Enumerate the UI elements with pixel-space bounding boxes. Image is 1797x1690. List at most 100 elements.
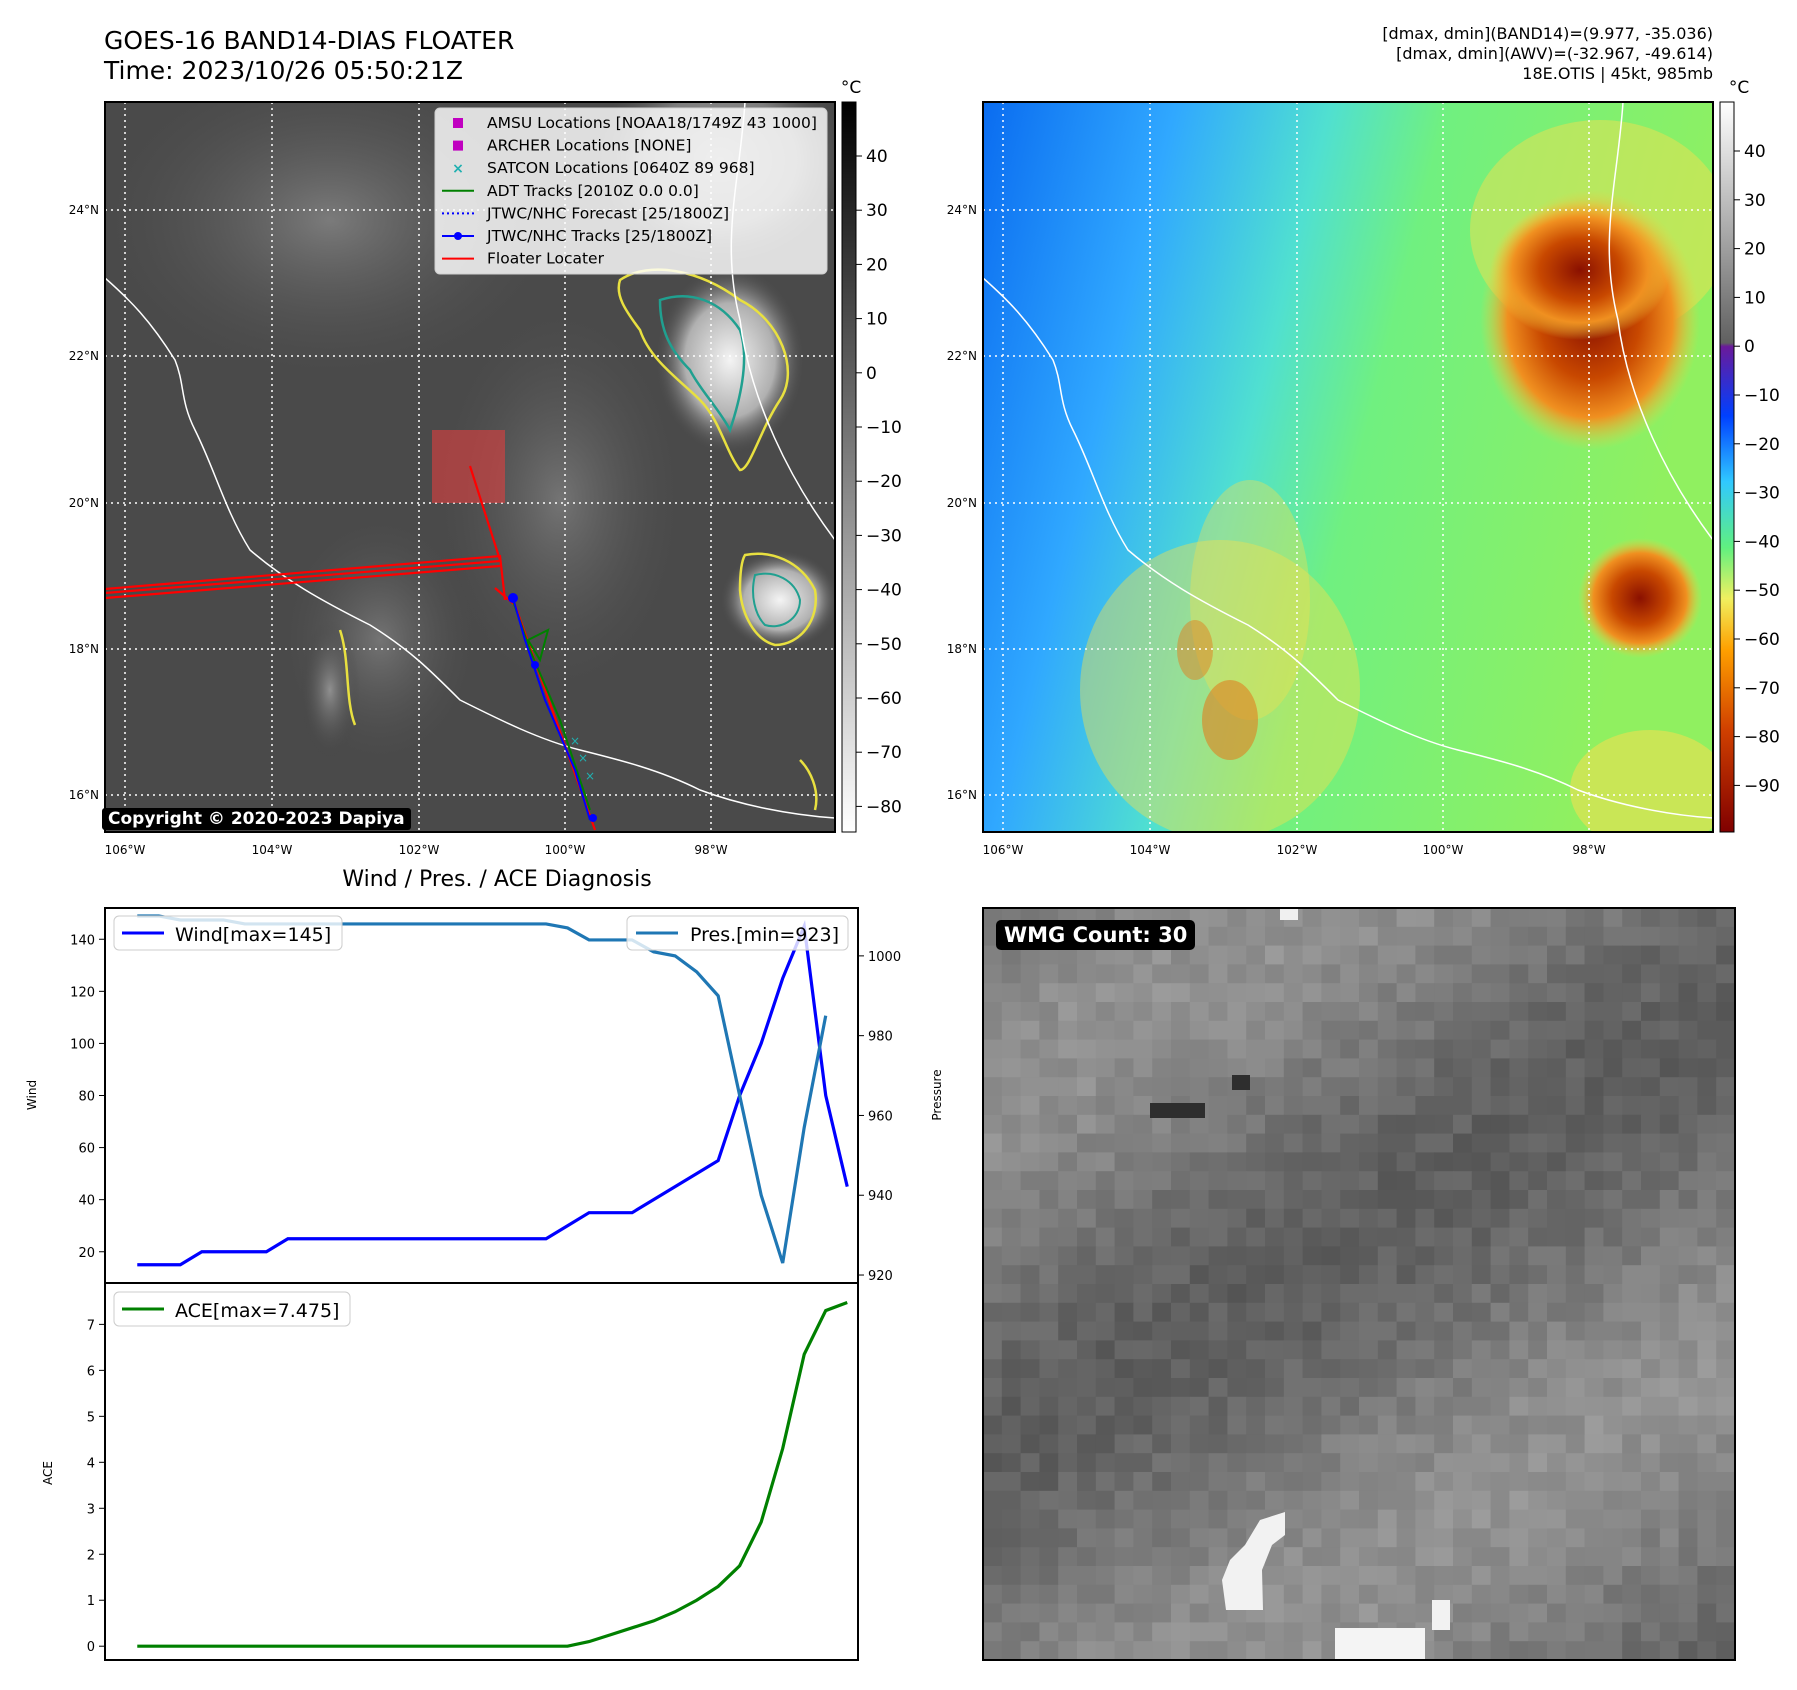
pressure-ylabel: Pressure (930, 1069, 944, 1120)
legend-item: × SATCON Locations [0640Z 89 968] (452, 159, 754, 177)
range-info-line1: [dmax, dmin](BAND14)=(9.977, -35.036) (1382, 24, 1713, 43)
wind-tick: 100 (70, 1037, 95, 1052)
map-legend: AMSU Locations [NOAA18/1749Z 43 1000] ARC… (434, 107, 828, 275)
wind-tick: 60 (78, 1142, 95, 1157)
ace-line (137, 1301, 848, 1648)
legend-label: JTWC/NHC Forecast [25/1800Z] (486, 204, 729, 222)
ace-legend-label: ACE[max=7.475] (175, 1300, 339, 1322)
ace-tick: 6 (87, 1364, 95, 1379)
pressure-legend-label: Pres.[min=923] (690, 924, 839, 946)
ace-tick: 7 (87, 1318, 95, 1333)
legend-item: JTWC/NHC Tracks [25/1800Z] (442, 227, 712, 245)
wmg-panel (982, 907, 1736, 1661)
lat-label: 20°N (947, 496, 977, 510)
left-map-lat-labels: 24°N 22°N 20°N 18°N 16°N (69, 203, 99, 802)
lat-label: 24°N (947, 203, 977, 217)
right-cbar-tick: 30 (1744, 191, 1766, 211)
wind-legend-label: Wind[max=145] (175, 924, 331, 946)
range-info-line2: [dmax, dmin](AWV)=(-32.967, -49.614) (1396, 44, 1713, 63)
legend-label: JTWC/NHC Tracks [25/1800Z] (486, 227, 712, 245)
lat-label: 24°N (69, 203, 99, 217)
ace-tick: 3 (87, 1502, 95, 1517)
right-cbar-tick: 40 (1744, 142, 1766, 162)
legend-label: ARCHER Locations [NONE] (487, 137, 691, 155)
legend-label: AMSU Locations [NOAA18/1749Z 43 1000] (487, 114, 817, 132)
lat-label: 22°N (69, 349, 99, 363)
lon-label: 102°W (1277, 843, 1318, 857)
figure-title-line1: GOES-16 BAND14-DIAS FLOATER (104, 26, 515, 55)
right-cbar-tick: −90 (1744, 776, 1780, 796)
legend-item: ARCHER Locations [NONE] (453, 137, 691, 155)
ace-ylabel: ACE (41, 1461, 55, 1485)
ace-tick: 1 (87, 1594, 95, 1609)
pressure-tick: 980 (868, 1030, 893, 1045)
wind-tick: 120 (70, 985, 95, 1000)
lat-label: 20°N (69, 496, 99, 510)
legend-label: Floater Locater (487, 250, 605, 268)
right-cbar-tick: 0 (1744, 337, 1755, 357)
right-cbar-tick: −30 (1744, 484, 1780, 504)
pressure-tick: 960 (868, 1109, 893, 1124)
lat-label: 16°N (69, 788, 99, 802)
wind-legend: Wind[max=145] (113, 915, 343, 951)
ace-tick: 0 (87, 1640, 95, 1655)
lon-label: 104°W (252, 843, 293, 857)
wind-tick: 140 (70, 933, 95, 948)
svg-text:×: × (585, 769, 595, 783)
lon-label: 100°W (545, 843, 586, 857)
diagnosis-title: Wind / Pres. / ACE Diagnosis (342, 867, 651, 892)
left-cbar-tick: −80 (866, 797, 902, 817)
lat-label: 18°N (69, 642, 99, 656)
right-map-lon-labels: 106°W 104°W 102°W 100°W 98°W (983, 843, 1606, 857)
wind-line (137, 920, 849, 1267)
lon-label: 102°W (399, 843, 440, 857)
wind-tick: 80 (78, 1090, 95, 1105)
right-cbar-tick: 10 (1744, 288, 1766, 308)
storm-info: 18E.OTIS | 45kt, 985mb (1522, 64, 1713, 83)
legend-item: AMSU Locations [NOAA18/1749Z 43 1000] (453, 114, 817, 132)
left-cbar-tick: 20 (866, 255, 888, 275)
pressure-tick: 1000 (868, 950, 901, 965)
left-cbar-tick: −40 (866, 581, 902, 601)
lon-label: 104°W (1130, 843, 1171, 857)
left-cbar-tick: −70 (866, 743, 902, 763)
pressure-tick: 920 (868, 1269, 893, 1284)
legend-item: JTWC/NHC Forecast [25/1800Z] (442, 204, 729, 222)
ace-plot: 0 1 2 3 4 5 6 7 ACE[max=7.475] (87, 1282, 859, 1661)
legend-marker (453, 140, 463, 151)
lon-label: 100°W (1423, 843, 1464, 857)
left-cbar-tick: −10 (866, 418, 902, 438)
ace-tick: 4 (87, 1456, 95, 1471)
ace-legend: ACE[max=7.475] (113, 1291, 351, 1327)
legend-label: ADT Tracks [2010Z 0.0 0.0] (487, 182, 699, 200)
right-cbar-tick: 20 (1744, 240, 1766, 260)
svg-text:×: × (570, 734, 580, 748)
right-cbar-tick: −20 (1744, 435, 1780, 455)
lon-label: 106°W (983, 843, 1024, 857)
legend-label: SATCON Locations [0640Z 89 968] (487, 159, 755, 177)
left-cbar-tick: 30 (866, 201, 888, 221)
left-cbar-tick: −60 (866, 689, 902, 709)
lon-label: 98°W (694, 843, 727, 857)
pressure-legend: Pres.[min=923] (626, 915, 849, 951)
lat-label: 18°N (947, 642, 977, 656)
legend-marker (453, 118, 463, 128)
pressure-tick: 940 (868, 1189, 893, 1204)
right-cbar-tick: −60 (1744, 630, 1780, 650)
lon-label: 106°W (105, 843, 146, 857)
left-cbar-tick: −20 (866, 472, 902, 492)
lon-label: 98°W (1572, 843, 1605, 857)
wind-pressure-plot: 20 40 60 80 100 120 140 920 940 960 980 1000 Wind[… (70, 907, 901, 1284)
svg-text:×: × (578, 751, 588, 765)
right-map-lat-labels: 24°N 22°N 20°N 18°N 16°N (947, 203, 977, 802)
legend-marker: × (452, 161, 464, 177)
right-cbar-tick: −40 (1744, 532, 1780, 552)
right-cbar-tick: −10 (1744, 386, 1780, 406)
legend-item: Floater Locater (442, 250, 605, 268)
wmg-count-label: WMG Count: 30 (996, 920, 1196, 950)
left-cbar-tick: −30 (866, 526, 902, 546)
left-map-lon-labels: 106°W 104°W 102°W 100°W 98°W (105, 843, 728, 857)
copyright-label: Copyright © 2020-2023 Dapiya (102, 808, 411, 830)
left-colorbar: 40 30 20 10 0 −10 −20 −30 −40 −50 −60 −70 −80 (841, 101, 902, 833)
